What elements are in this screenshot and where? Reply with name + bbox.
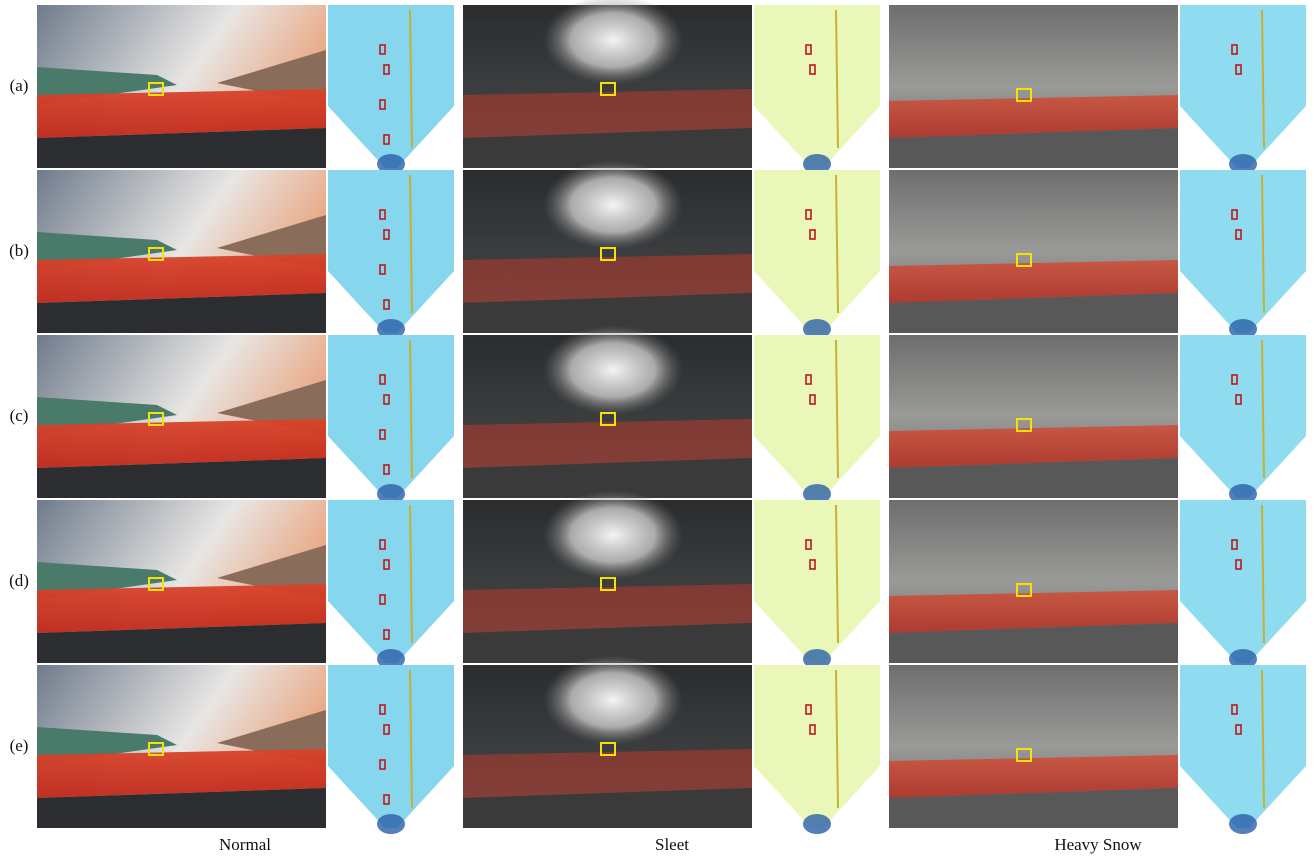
bev-image xyxy=(754,500,880,669)
spray xyxy=(543,160,683,250)
bev-image xyxy=(1180,665,1306,834)
camera-image xyxy=(463,490,752,663)
column-label: Heavy Snow xyxy=(1054,835,1142,854)
column-label: Normal xyxy=(219,835,271,854)
camera-image xyxy=(889,5,1178,168)
camera-image xyxy=(463,0,752,168)
row-label: (b) xyxy=(9,241,29,260)
ego-points xyxy=(803,814,831,834)
spray xyxy=(543,490,683,580)
camera-image xyxy=(889,170,1178,333)
camera-image xyxy=(889,500,1178,663)
image-grid xyxy=(37,0,1306,834)
bev-image xyxy=(1180,335,1306,504)
camera-image xyxy=(37,500,326,663)
row-label: (a) xyxy=(10,76,29,95)
camera-image xyxy=(37,5,326,168)
row-label: (c) xyxy=(10,406,29,425)
bev-image xyxy=(328,5,454,174)
bev-image xyxy=(328,170,454,339)
camera-image xyxy=(889,665,1178,828)
row-label: (e) xyxy=(10,736,29,755)
camera-image xyxy=(463,160,752,333)
ego-points xyxy=(1229,814,1257,834)
camera-image xyxy=(463,325,752,498)
camera-image xyxy=(37,170,326,333)
bev-image xyxy=(328,335,454,504)
camera-image xyxy=(463,655,752,828)
bev-image xyxy=(1180,500,1306,669)
bev-image xyxy=(754,335,880,504)
bev-image xyxy=(328,500,454,669)
bev-image xyxy=(754,665,880,834)
bev-image xyxy=(1180,170,1306,339)
bev-image xyxy=(1180,5,1306,174)
row-label: (d) xyxy=(9,571,29,590)
spray xyxy=(543,655,683,745)
camera-image xyxy=(37,335,326,498)
bev-image xyxy=(754,170,880,339)
figure: (a) (b) (c) (d) (e) Normal Sleet Heavy Snow xyxy=(0,0,1314,859)
camera-image xyxy=(37,665,326,828)
camera-image xyxy=(889,335,1178,498)
bev-image xyxy=(328,665,454,834)
spray xyxy=(543,325,683,415)
column-label: Sleet xyxy=(655,835,689,854)
bev-image xyxy=(754,5,880,174)
ego-points xyxy=(377,814,405,834)
